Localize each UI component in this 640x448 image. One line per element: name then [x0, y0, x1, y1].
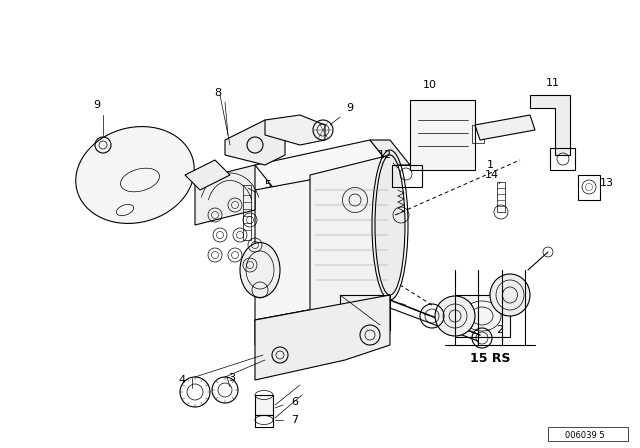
Bar	[392, 165, 422, 187]
Circle shape	[435, 296, 475, 336]
Text: 14: 14	[485, 170, 499, 180]
Bar	[455, 295, 510, 337]
Bar	[472, 125, 484, 143]
Text: 11: 11	[546, 78, 560, 88]
Text: 13: 13	[600, 178, 614, 188]
Bar	[255, 395, 273, 415]
Text: 15 RS: 15 RS	[470, 352, 510, 365]
Ellipse shape	[76, 127, 195, 224]
Polygon shape	[265, 115, 325, 145]
Text: 9: 9	[346, 103, 353, 113]
Text: 7: 7	[291, 415, 299, 425]
Text: 3: 3	[228, 373, 236, 383]
Polygon shape	[185, 160, 230, 190]
Bar	[548, 427, 628, 441]
Bar	[243, 185, 251, 240]
Ellipse shape	[240, 242, 280, 297]
Bar	[255, 415, 273, 427]
Text: 8: 8	[214, 88, 221, 98]
Polygon shape	[475, 115, 535, 140]
Polygon shape	[310, 155, 390, 315]
Text: 1: 1	[486, 160, 493, 170]
Polygon shape	[255, 295, 390, 345]
Bar	[578, 175, 600, 200]
Text: 9: 9	[93, 100, 100, 110]
Polygon shape	[340, 295, 390, 330]
Polygon shape	[370, 140, 410, 165]
Polygon shape	[255, 165, 390, 320]
Text: 006039 5: 006039 5	[565, 431, 605, 439]
Ellipse shape	[375, 155, 405, 295]
Text: 4: 4	[179, 375, 186, 385]
Polygon shape	[195, 165, 255, 225]
Text: 6: 6	[291, 397, 298, 407]
Polygon shape	[225, 120, 285, 165]
Polygon shape	[255, 140, 390, 190]
Text: 2: 2	[497, 325, 504, 335]
Polygon shape	[255, 295, 390, 380]
Text: 5: 5	[264, 180, 271, 190]
Text: 10: 10	[423, 80, 437, 90]
Bar	[550, 148, 575, 170]
Polygon shape	[530, 95, 570, 155]
Text: 12: 12	[378, 150, 392, 160]
Bar	[497, 182, 505, 212]
Bar	[410, 100, 475, 170]
Ellipse shape	[490, 274, 530, 316]
